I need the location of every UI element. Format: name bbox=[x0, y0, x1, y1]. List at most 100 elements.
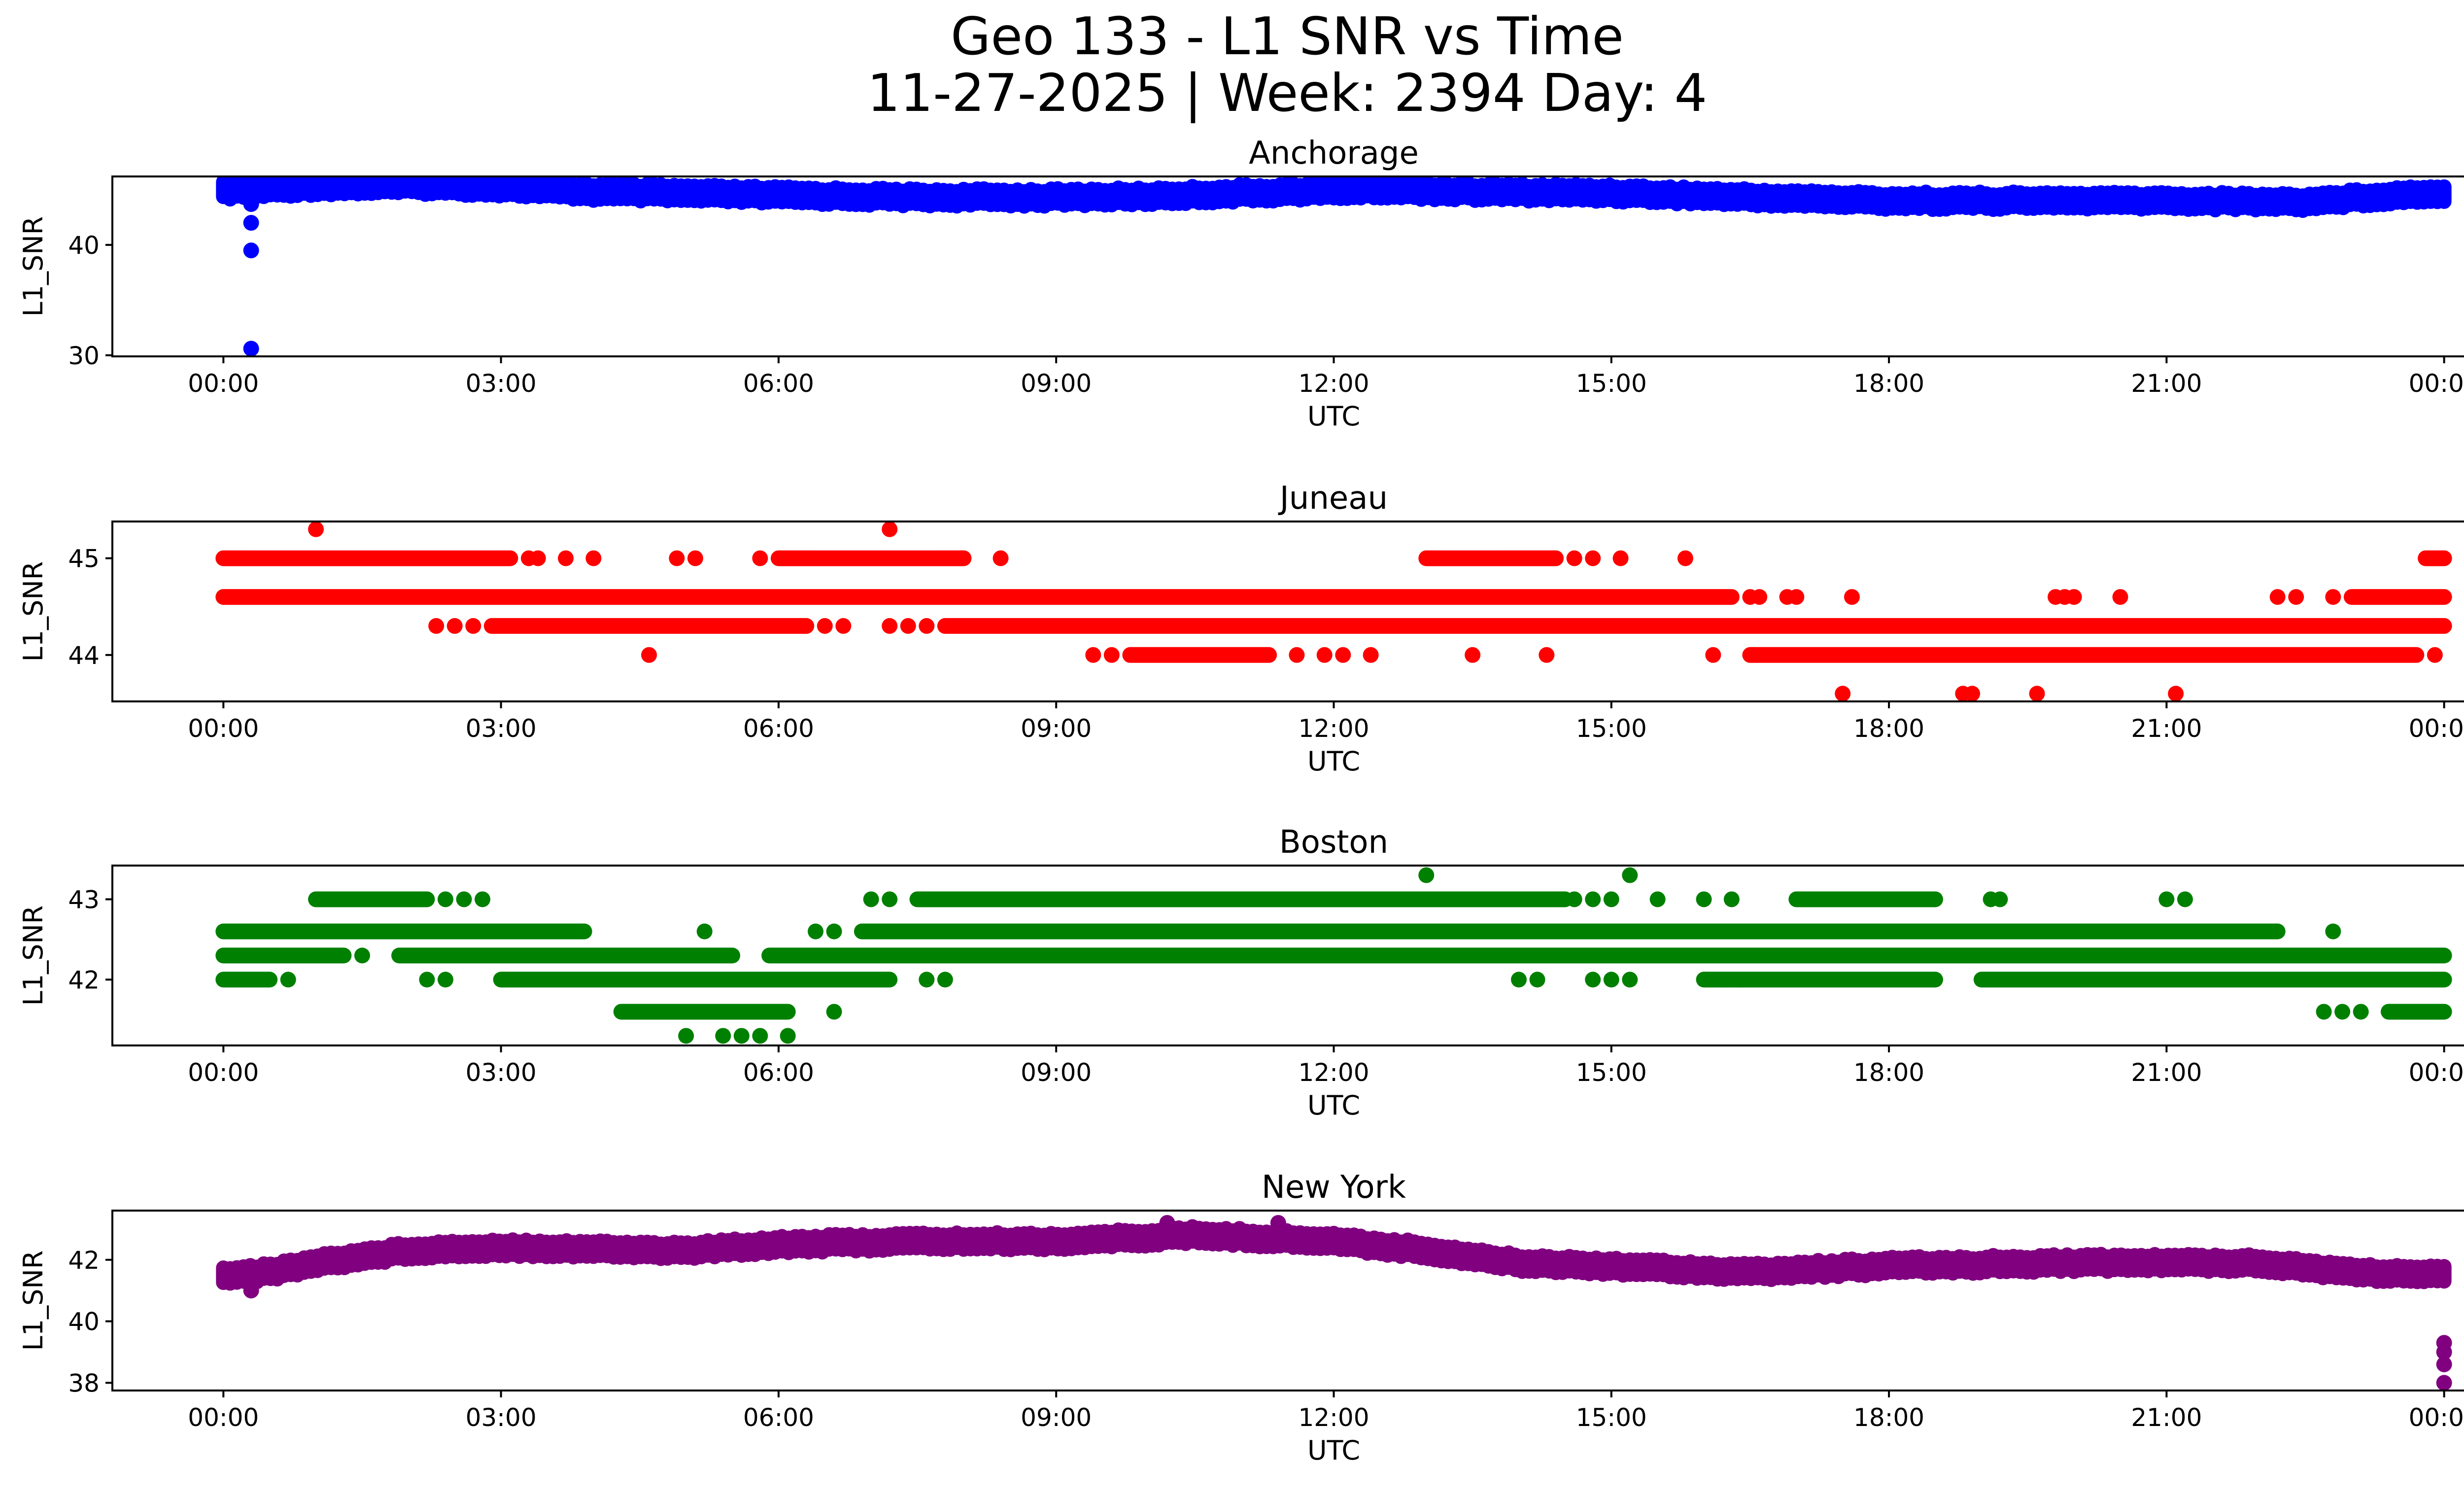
y-tick-label: 45 bbox=[68, 545, 100, 573]
data-point bbox=[1844, 589, 1860, 605]
y-tick-label: 30 bbox=[68, 342, 100, 370]
data-point bbox=[1566, 891, 1582, 907]
y-axis-label: L1_SNR bbox=[18, 1251, 49, 1351]
data-point bbox=[2353, 1004, 2369, 1020]
data-point bbox=[354, 947, 370, 964]
data-point bbox=[428, 618, 445, 634]
data-point bbox=[1603, 891, 1619, 907]
data-point bbox=[992, 550, 1009, 566]
x-tick-label: 12:00 bbox=[1298, 714, 1369, 743]
scatter-series bbox=[215, 867, 2452, 1044]
subplot-title: Juneau bbox=[1278, 480, 1388, 517]
x-tick-label: 03:00 bbox=[466, 369, 537, 398]
x-tick-label: 15:00 bbox=[1576, 714, 1647, 743]
x-tick-label: 00:00 bbox=[2409, 714, 2464, 743]
x-axis-label: UTC bbox=[1307, 1435, 1360, 1466]
data-point bbox=[2158, 891, 2175, 907]
data-point bbox=[733, 1028, 750, 1044]
data-point bbox=[1159, 1215, 1175, 1231]
x-tick-label: 00:00 bbox=[188, 1058, 259, 1087]
scatter-series bbox=[216, 176, 2452, 356]
data-point bbox=[2168, 686, 2184, 701]
x-tick-label: 15:00 bbox=[1576, 1058, 1647, 1087]
subplot-boston: Boston 00:00 03:00 06:00 09:00 12:00 15:00 18:0… bbox=[18, 824, 2464, 1121]
subplot-grid: Anchorage 00:00 03:00 06:00 09:00 12:00 15:00 1… bbox=[18, 135, 2464, 1466]
data-point bbox=[2436, 1356, 2452, 1372]
x-axis-label: UTC bbox=[1307, 401, 1360, 432]
data-point bbox=[882, 618, 898, 634]
data-point bbox=[808, 923, 824, 939]
data-point bbox=[2334, 1004, 2351, 1020]
data-point bbox=[1649, 891, 1666, 907]
data-point bbox=[1335, 647, 1351, 663]
subplot-juneau: Juneau 00:00 03:00 06:00 09:00 12:00 15:00 18:0… bbox=[18, 480, 2464, 777]
data-point bbox=[585, 550, 602, 566]
data-point bbox=[2436, 1375, 2452, 1391]
data-point bbox=[1289, 647, 1305, 663]
x-tick-label: 09:00 bbox=[1021, 714, 1092, 743]
data-point bbox=[1696, 891, 1712, 907]
data-point bbox=[1603, 972, 1619, 988]
data-point bbox=[900, 618, 916, 634]
data-point bbox=[280, 972, 296, 988]
data-point bbox=[2325, 589, 2341, 605]
data-point bbox=[1270, 1215, 1286, 1231]
data-point bbox=[530, 550, 546, 566]
x-tick-label: 00:00 bbox=[188, 1403, 259, 1432]
y-tick-label: 40 bbox=[68, 231, 100, 260]
y-tick-label: 43 bbox=[68, 885, 100, 914]
subplot-new-york: New York 00:00 03:00 06:00 09:00 12:00 15:00 18… bbox=[18, 1169, 2464, 1466]
data-point bbox=[1585, 972, 1601, 988]
x-tick-label: 21:00 bbox=[2131, 714, 2202, 743]
x-tick-label: 15:00 bbox=[1576, 1403, 1647, 1432]
subplot-title: New York bbox=[1262, 1169, 1406, 1206]
x-tick-label: 09:00 bbox=[1021, 369, 1092, 398]
data-point bbox=[641, 647, 657, 663]
y-axis-label: L1_SNR bbox=[18, 905, 49, 1006]
x-tick-label: 00:00 bbox=[188, 369, 259, 398]
data-point bbox=[817, 618, 833, 634]
data-point bbox=[1363, 647, 1379, 663]
data-point bbox=[558, 550, 574, 566]
x-tick-label: 12:00 bbox=[1298, 369, 1369, 398]
data-point bbox=[752, 550, 768, 566]
x-tick-label: 03:00 bbox=[466, 1403, 537, 1432]
x-tick-label: 12:00 bbox=[1298, 1058, 1369, 1087]
x-tick-label: 00:00 bbox=[188, 714, 259, 743]
data-point bbox=[863, 891, 879, 907]
y-tick-label: 40 bbox=[68, 1308, 100, 1336]
x-axis-label: UTC bbox=[1307, 1090, 1360, 1121]
x-tick-label: 06:00 bbox=[743, 1403, 814, 1432]
data-point bbox=[1677, 550, 1694, 566]
data-point bbox=[1511, 972, 1527, 988]
data-point bbox=[1529, 972, 1545, 988]
data-point bbox=[2029, 686, 2045, 701]
x-tick-label: 06:00 bbox=[743, 714, 814, 743]
data-point bbox=[1085, 647, 1101, 663]
data-point bbox=[1714, 972, 1731, 988]
data-point bbox=[669, 550, 685, 566]
scatter-series bbox=[216, 1215, 2452, 1391]
data-point bbox=[419, 972, 435, 988]
data-point bbox=[1566, 550, 1582, 566]
y-axis-label: L1_SNR bbox=[18, 216, 49, 317]
data-point bbox=[696, 923, 713, 939]
data-point bbox=[1733, 972, 1749, 988]
data-point bbox=[2066, 589, 2082, 605]
data-point bbox=[752, 1028, 768, 1044]
data-point bbox=[1964, 686, 1981, 701]
data-point bbox=[1751, 589, 1768, 605]
data-point bbox=[1103, 947, 1120, 964]
data-point bbox=[1835, 686, 1851, 701]
figure-title-line2: 11-27-2025 | Week: 2394 Day: 4 bbox=[867, 63, 1708, 124]
data-point bbox=[715, 1028, 731, 1044]
data-point bbox=[826, 923, 842, 939]
data-point bbox=[1723, 891, 1740, 907]
data-point bbox=[835, 618, 852, 634]
data-point bbox=[2325, 923, 2341, 939]
data-point bbox=[2269, 589, 2286, 605]
data-point bbox=[2288, 589, 2304, 605]
y-tick-label: 42 bbox=[68, 966, 100, 994]
x-tick-label: 09:00 bbox=[1021, 1403, 1092, 1432]
data-point bbox=[437, 891, 453, 907]
